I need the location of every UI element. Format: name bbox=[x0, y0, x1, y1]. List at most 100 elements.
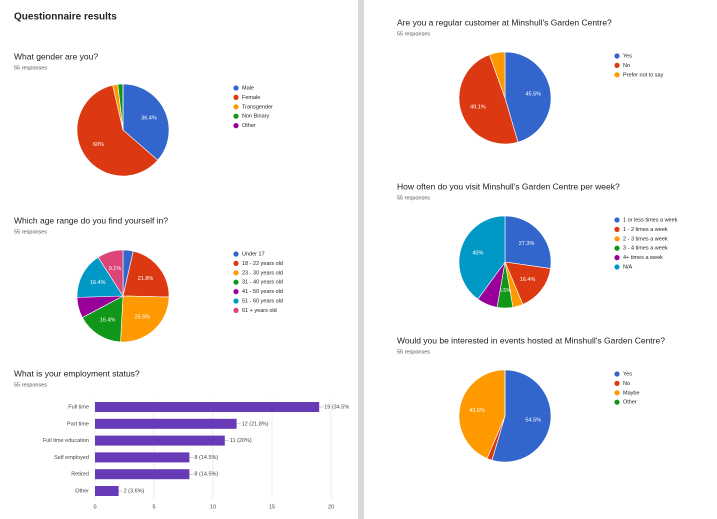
x-tick-label: 20 bbox=[328, 504, 334, 510]
question-title: How often do you visit Minshull's Garden… bbox=[397, 181, 620, 191]
question-title: Are you a regular customer at Minshull's… bbox=[397, 17, 612, 27]
legend-label: Female bbox=[242, 95, 260, 101]
pie-slice bbox=[458, 54, 519, 145]
legend-label: 31 - 40 years old bbox=[242, 280, 283, 286]
pie-slice bbox=[504, 215, 552, 269]
legend-swatch bbox=[614, 255, 620, 261]
slice-label: 16.4% bbox=[520, 277, 536, 283]
pie-slice bbox=[504, 261, 551, 305]
legend-label: 23 - 30 years old bbox=[242, 270, 283, 276]
pie-slice bbox=[97, 249, 124, 298]
slice-label: 16.4% bbox=[90, 280, 106, 286]
legend-label: 1 - 2 times a week bbox=[623, 227, 668, 233]
legend-swatch bbox=[614, 226, 620, 232]
legend-label: 2 - 3 times a week bbox=[623, 236, 668, 242]
response-count: 55 responses bbox=[397, 349, 430, 355]
legend-swatch bbox=[233, 123, 239, 129]
pie-slice bbox=[491, 369, 552, 463]
y-tick-label: Full time bbox=[68, 404, 89, 410]
slice-label: 5.5% bbox=[499, 288, 512, 294]
question-title: What is your employment status? bbox=[14, 368, 140, 378]
legend-swatch bbox=[614, 62, 620, 68]
bar bbox=[95, 435, 225, 446]
pie-slice bbox=[76, 256, 124, 298]
legend-label: Maybe bbox=[623, 390, 640, 396]
legend-label: Other bbox=[623, 400, 637, 406]
y-tick-label: Retired bbox=[71, 472, 89, 478]
legend-swatch bbox=[233, 307, 239, 313]
bar-label: 2 (3.6%) bbox=[124, 488, 145, 494]
bar bbox=[95, 418, 237, 429]
bar-label: 19 (34.5% bbox=[324, 404, 349, 410]
pie-slice bbox=[76, 84, 159, 177]
x-tick-label: 10 bbox=[210, 504, 216, 510]
legend-swatch bbox=[233, 94, 239, 100]
x-tick-label: 15 bbox=[269, 504, 275, 510]
bar bbox=[95, 486, 119, 496]
slice-label: 43.6% bbox=[469, 408, 485, 414]
slice-label: 21.8% bbox=[138, 276, 154, 282]
legend-swatch bbox=[233, 298, 239, 304]
pie-slice bbox=[458, 369, 506, 459]
bar-label: 8 (14.5%) bbox=[194, 472, 218, 478]
legend-label: No bbox=[623, 63, 630, 69]
legend-label: Non Binary bbox=[242, 114, 269, 120]
response-count: 55 responses bbox=[14, 65, 47, 71]
x-tick-label: 5 bbox=[152, 504, 155, 510]
legend-label: Other bbox=[242, 123, 256, 129]
divider bbox=[358, 0, 364, 519]
x-tick-label: 0 bbox=[93, 504, 96, 510]
legend-label: 61 + years old bbox=[242, 308, 277, 314]
slice-label: 49.1% bbox=[470, 104, 486, 110]
legend-swatch bbox=[614, 245, 620, 251]
legend-label: 3 - 4 times a week bbox=[623, 246, 668, 252]
legend-label: 51 - 60 years old bbox=[242, 298, 283, 304]
question-title: What gender are you? bbox=[14, 51, 98, 61]
legend-swatch bbox=[614, 371, 620, 377]
legend-swatch bbox=[614, 53, 620, 59]
slice-label: 25.5% bbox=[135, 314, 151, 320]
bar bbox=[95, 402, 320, 412]
legend-swatch bbox=[233, 260, 239, 266]
legend-swatch bbox=[614, 399, 620, 405]
legend-label: Yes bbox=[623, 53, 632, 59]
bar bbox=[95, 452, 190, 463]
slice-label: 36.4% bbox=[141, 116, 157, 122]
y-tick-label: Other bbox=[75, 488, 89, 494]
legend-swatch bbox=[614, 217, 620, 223]
bar bbox=[95, 469, 190, 480]
legend-swatch bbox=[233, 270, 239, 276]
legend-swatch bbox=[233, 251, 239, 257]
response-count: 55 responses bbox=[397, 195, 430, 201]
legend-swatch bbox=[233, 289, 239, 295]
slice-label: 60% bbox=[93, 142, 104, 148]
response-count: 55 responses bbox=[397, 31, 430, 37]
slice-label: 40% bbox=[472, 251, 483, 257]
slice-label: 54.5% bbox=[525, 418, 541, 424]
legend-label: 4+ times a week bbox=[623, 255, 663, 261]
legend-swatch bbox=[233, 85, 239, 91]
legend-label: 41 - 50 years old bbox=[242, 289, 283, 295]
pie-slice bbox=[458, 215, 506, 300]
legend-label: Prefer not to say bbox=[623, 72, 664, 78]
legend-swatch bbox=[233, 104, 239, 110]
legend-label: N/A bbox=[623, 264, 633, 270]
legend-label: 18 - 22 years old bbox=[242, 261, 283, 267]
bar-label: 11 (20%) bbox=[230, 438, 252, 444]
legend-label: Transgender bbox=[242, 104, 273, 110]
legend-swatch bbox=[233, 279, 239, 285]
legend-label: Under 17 bbox=[242, 251, 265, 257]
pie-slice bbox=[122, 250, 170, 298]
legend-swatch bbox=[614, 380, 620, 386]
y-tick-label: Part time bbox=[67, 421, 89, 427]
pie-slice bbox=[504, 51, 552, 143]
response-count: 55 responses bbox=[14, 229, 47, 235]
legend-label: No bbox=[623, 381, 630, 387]
slice-label: 45.5% bbox=[525, 91, 541, 97]
response-count: 55 responses bbox=[14, 382, 47, 388]
slice-label: 27.3% bbox=[519, 241, 535, 247]
legend-swatch bbox=[614, 264, 620, 270]
page-title: Questionnaire results bbox=[14, 12, 117, 23]
bar-label: 12 (21.8%) bbox=[242, 421, 269, 427]
